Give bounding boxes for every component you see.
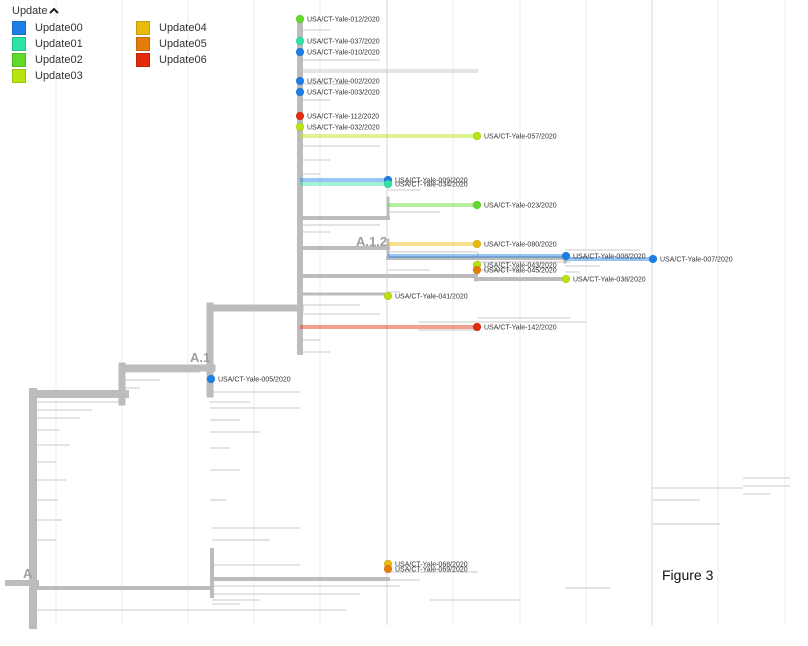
tip-usa-ct-yale-080-2020: USA/CT-Yale-080/2020 <box>472 239 557 249</box>
tip-usa-ct-yale-037-2020: USA/CT-Yale-037/2020 <box>295 36 380 46</box>
tip-label: USA/CT-Yale-008/2020 <box>573 254 646 261</box>
legend-swatch <box>136 53 150 67</box>
tip-label: USA/CT-Yale-032/2020 <box>307 125 380 132</box>
tip-node <box>295 36 305 46</box>
tip-nodes: USA/CT-Yale-012/2020 USA/CT-Yale-037/2020… <box>206 14 733 574</box>
tip-usa-ct-yale-142-2020: USA/CT-Yale-142/2020 <box>472 322 557 332</box>
tip-label: USA/CT-Yale-041/2020 <box>395 294 468 301</box>
tip-label: USA/CT-Yale-069/2020 <box>395 567 468 574</box>
legend-swatch <box>136 37 150 51</box>
tip-node <box>561 251 571 261</box>
tip-usa-ct-yale-112-2020: USA/CT-Yale-112/2020 <box>295 111 379 121</box>
tip-node <box>383 291 393 301</box>
tip-node <box>295 76 305 86</box>
tip-usa-ct-yale-010-2020: USA/CT-Yale-010/2020 <box>295 47 380 57</box>
legend: Update Update00 Update01 Update02 Update03 U… <box>12 5 262 92</box>
tip-usa-ct-yale-045-2020: USA/CT-Yale-045/2020 <box>472 265 557 275</box>
legend-item-update04[interactable]: Update04 <box>136 20 207 36</box>
legend-items: Update00 Update01 Update02 Update03 Update04… <box>12 20 262 92</box>
tip-label: USA/CT-Yale-023/2020 <box>484 203 557 210</box>
legend-item-update03[interactable]: Update03 <box>12 68 83 84</box>
legend-label: Update06 <box>159 54 207 66</box>
tip-node <box>295 87 305 97</box>
tip-label: USA/CT-Yale-068/2020 <box>395 562 468 569</box>
tip-label: USA/CT-Yale-080/2020 <box>484 242 557 249</box>
clade-labels: A A.1 A.1.2 <box>23 234 387 581</box>
legend-label: Update02 <box>35 54 83 66</box>
figure-label: Figure 3 <box>662 567 714 583</box>
tip-node <box>472 200 482 210</box>
tip-usa-ct-yale-032-2020: USA/CT-Yale-032/2020 <box>295 122 380 132</box>
legend-item-update01[interactable]: Update01 <box>12 36 83 52</box>
tip-node <box>206 374 216 384</box>
colored-tip-branches <box>300 134 652 329</box>
tip-label: USA/CT-Yale-010/2020 <box>307 50 380 57</box>
clade-label: A.1 <box>190 350 210 365</box>
tip-node <box>295 122 305 132</box>
tip-label: USA/CT-Yale-043/2020 <box>484 263 557 270</box>
tip-label: USA/CT-Yale-009/2020 <box>395 178 468 185</box>
tip-label: USA/CT-Yale-142/2020 <box>484 325 557 332</box>
tip-usa-ct-yale-023-2020: USA/CT-Yale-023/2020 <box>472 200 557 210</box>
tip-node <box>561 274 571 284</box>
legend-swatch <box>136 21 150 35</box>
clade-label: A <box>23 566 33 581</box>
legend-label: Update01 <box>35 38 83 50</box>
legend-title: Update <box>12 5 48 17</box>
tip-node <box>648 254 658 264</box>
legend-item-update06[interactable]: Update06 <box>136 52 207 68</box>
tip-label: USA/CT-Yale-112/2020 <box>307 114 379 121</box>
legend-swatch <box>12 69 26 83</box>
tip-usa-ct-yale-069-2020: USA/CT-Yale-069/2020 <box>383 564 468 574</box>
tip-label: USA/CT-Yale-057/2020 <box>484 134 557 141</box>
tip-label: USA/CT-Yale-038/2020 <box>573 277 646 284</box>
tip-label: USA/CT-Yale-002/2020 <box>307 79 380 86</box>
tip-label: USA/CT-Yale-007/2020 <box>660 257 733 264</box>
legend-item-update02[interactable]: Update02 <box>12 52 83 68</box>
tip-node <box>472 265 482 275</box>
tip-usa-ct-yale-002-2020: USA/CT-Yale-002/2020 <box>295 76 380 86</box>
legend-item-update05[interactable]: Update05 <box>136 36 207 52</box>
legend-swatch <box>12 53 26 67</box>
tip-label: USA/CT-Yale-012/2020 <box>307 17 380 24</box>
tip-usa-ct-yale-007-2020: USA/CT-Yale-007/2020 <box>648 254 733 264</box>
legend-label: Update04 <box>159 22 207 34</box>
tip-label: USA/CT-Yale-045/2020 <box>484 268 557 275</box>
legend-swatch <box>12 21 26 35</box>
tip-node <box>383 179 393 189</box>
tip-label: USA/CT-Yale-034/2020 <box>395 182 468 189</box>
tip-usa-ct-yale-012-2020: USA/CT-Yale-012/2020 <box>295 14 380 24</box>
tip-node <box>383 564 393 574</box>
tip-node <box>472 322 482 332</box>
legend-swatch <box>12 37 26 51</box>
tree-grid <box>55 0 786 625</box>
tip-usa-ct-yale-008-2020: USA/CT-Yale-008/2020 <box>561 251 646 261</box>
tip-label: USA/CT-Yale-037/2020 <box>307 39 380 46</box>
tip-usa-ct-yale-038-2020: USA/CT-Yale-038/2020 <box>561 274 646 284</box>
legend-label: Update00 <box>35 22 83 34</box>
tip-node <box>295 111 305 121</box>
clade-label: A.1.2 <box>356 234 387 249</box>
tip-usa-ct-yale-003-2020: USA/CT-Yale-003/2020 <box>295 87 380 97</box>
tip-usa-ct-yale-005-2020: USA/CT-Yale-005/2020 <box>206 374 291 384</box>
tip-usa-ct-yale-034-2020: USA/CT-Yale-034/2020 <box>383 179 468 189</box>
background-branches <box>36 29 790 611</box>
tip-label: USA/CT-Yale-005/2020 <box>218 377 291 384</box>
chevron-up-icon <box>49 7 60 14</box>
tip-usa-ct-yale-041-2020: USA/CT-Yale-041/2020 <box>383 291 468 301</box>
tip-node <box>472 239 482 249</box>
legend-label: Update03 <box>35 70 83 82</box>
tip-node <box>295 14 305 24</box>
tip-usa-ct-yale-057-2020: USA/CT-Yale-057/2020 <box>472 131 557 141</box>
tip-node <box>472 131 482 141</box>
legend-toggle[interactable]: Update <box>12 5 262 17</box>
legend-item-update00[interactable]: Update00 <box>12 20 83 36</box>
legend-label: Update05 <box>159 38 207 50</box>
tip-node <box>295 47 305 57</box>
tip-label: USA/CT-Yale-003/2020 <box>307 90 380 97</box>
